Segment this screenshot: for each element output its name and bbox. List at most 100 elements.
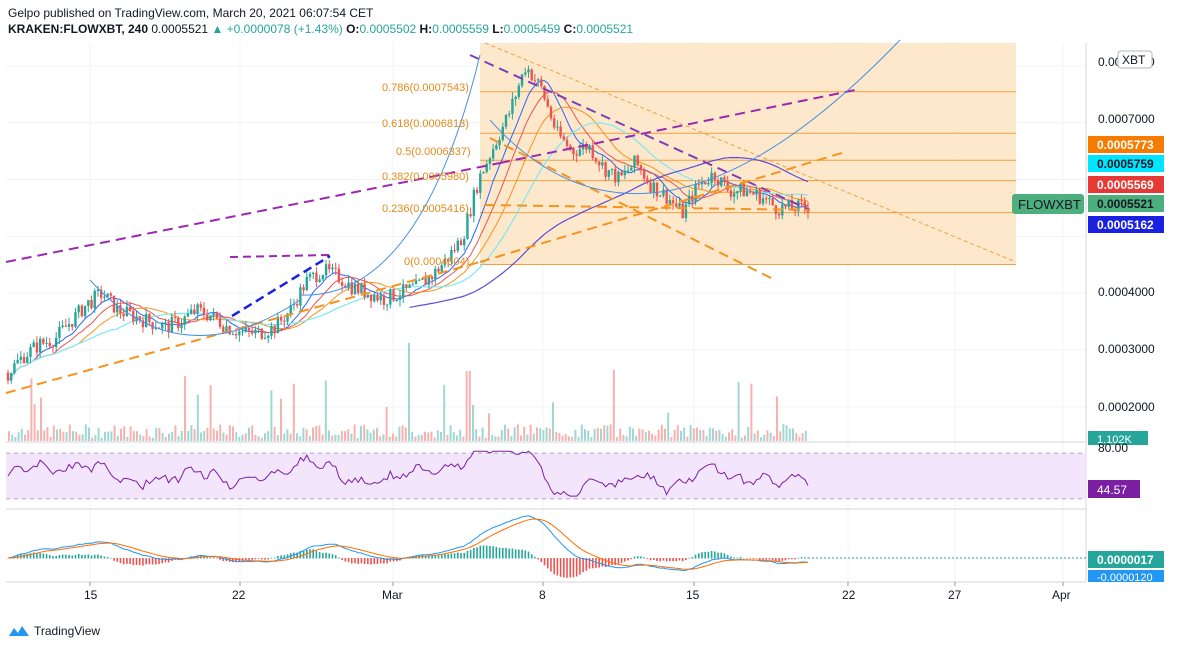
candle-body <box>334 267 337 269</box>
volume-bar <box>84 424 87 441</box>
x-tick-label: 22 <box>842 588 856 602</box>
candle-body <box>594 158 598 162</box>
candle-body <box>597 161 601 166</box>
volume-bar <box>126 436 129 441</box>
volume-bar <box>510 436 513 441</box>
macd-histogram-bar <box>244 558 247 561</box>
volume-bar <box>564 434 567 441</box>
macd-histogram-bar <box>437 555 440 559</box>
candle-body <box>366 294 370 298</box>
candle-body <box>485 163 488 172</box>
candle-body <box>6 372 10 381</box>
volume-bar <box>62 431 65 441</box>
volume-bar <box>379 436 382 441</box>
chart-canvas[interactable]: 0.0008000 0.0007000 0.0004000 0.0003000 … <box>0 0 1188 620</box>
volume-bar <box>686 436 689 441</box>
symbol-interval[interactable]: KRAKEN:FLOWXBT, 240 <box>8 22 149 36</box>
volume-bar <box>478 436 481 441</box>
macd-histogram-bar <box>620 558 623 563</box>
macd-histogram-bar <box>739 557 742 559</box>
candle-body <box>610 168 614 171</box>
signal-line <box>7 518 809 570</box>
volume-bar <box>644 431 647 441</box>
volume-bar <box>356 437 359 441</box>
macd-histogram-bar <box>447 554 449 559</box>
macd-histogram-bar <box>550 558 552 572</box>
macd-histogram-bar <box>39 552 41 559</box>
macd-histogram-bar <box>591 558 594 569</box>
macd-histogram-bar <box>501 548 504 559</box>
macd-histogram-bar <box>90 555 93 559</box>
macd-histogram-bar <box>656 558 658 561</box>
candle-body <box>418 279 421 281</box>
macd-histogram-bar <box>800 557 803 559</box>
volume-bar <box>632 428 634 441</box>
volume-bar <box>420 435 423 441</box>
volume-bar <box>203 430 206 441</box>
candle-body <box>29 347 32 357</box>
candle-body <box>58 327 61 338</box>
close-label: C: <box>563 22 577 36</box>
candle-body <box>681 203 684 219</box>
volume-bar <box>680 430 682 441</box>
volume-bar <box>315 425 318 441</box>
volume-bar <box>276 435 279 441</box>
price-label-box <box>1088 136 1164 153</box>
volume-bar <box>136 431 138 441</box>
candle-body <box>649 182 652 193</box>
macd-histogram-bar <box>768 558 771 560</box>
candle-body <box>607 170 611 177</box>
macd-histogram-bar <box>704 551 706 559</box>
price-axis[interactable]: 0.0008000 0.0007000 0.0004000 0.0003000 … <box>1098 55 1155 414</box>
candle-body <box>279 316 283 321</box>
volume-bar <box>468 371 471 441</box>
macd-histogram-bar <box>261 558 263 560</box>
volume-bar <box>500 430 503 441</box>
macd-histogram-bar <box>495 546 498 559</box>
macd-histogram-bar <box>527 551 530 559</box>
candle-body <box>488 158 492 164</box>
volume-bar <box>235 432 238 441</box>
volume-bar <box>580 424 583 441</box>
candle-body <box>292 304 296 306</box>
close-value: 0.0005521 <box>576 22 634 36</box>
volume-bar <box>78 434 81 441</box>
volume-bar <box>548 428 551 441</box>
candle-body <box>552 118 556 128</box>
macd-histogram-bar <box>331 554 334 559</box>
volume-bar <box>171 431 174 441</box>
candle-body <box>761 198 765 204</box>
macd-histogram-bar <box>736 557 739 559</box>
rsi-value-box <box>1088 480 1140 498</box>
candle-body <box>212 311 215 316</box>
candle-body <box>321 275 325 280</box>
volume-bar <box>552 402 554 441</box>
macd-histogram-bar <box>762 558 764 560</box>
macd-histogram-bar <box>537 558 539 560</box>
candle-body <box>328 264 331 270</box>
macd-histogram-bar <box>45 554 48 559</box>
candle-body <box>745 190 749 197</box>
trendlines[interactable] <box>5 39 901 394</box>
volume-bar <box>328 430 330 441</box>
macd-histogram-bar <box>611 558 613 565</box>
cup-arc-left <box>89 279 301 336</box>
fib-retracement[interactable] <box>480 42 1017 266</box>
volume-bar <box>404 427 407 441</box>
volume-bar <box>766 430 769 441</box>
volume-bar <box>142 436 145 441</box>
macd-histogram-bar <box>505 547 507 559</box>
candle-body <box>369 294 373 302</box>
candle-body <box>376 294 379 301</box>
time-axis[interactable]: 15 22 Mar 8 15 22 27 Apr <box>84 588 1071 602</box>
volume-bar <box>280 398 282 441</box>
footer[interactable]: TradingView <box>8 621 100 641</box>
candle-body <box>205 315 209 321</box>
volume-bar <box>347 429 350 441</box>
volume-bar <box>539 428 542 441</box>
macd-histogram-bar <box>209 557 212 559</box>
volume-bar <box>721 433 724 441</box>
price-labels: 0.0005773 0.0005759 0.0005569 FLOWXBT 0.… <box>1012 136 1164 446</box>
macd-histogram-bar <box>110 557 112 559</box>
candle-body <box>398 296 402 300</box>
